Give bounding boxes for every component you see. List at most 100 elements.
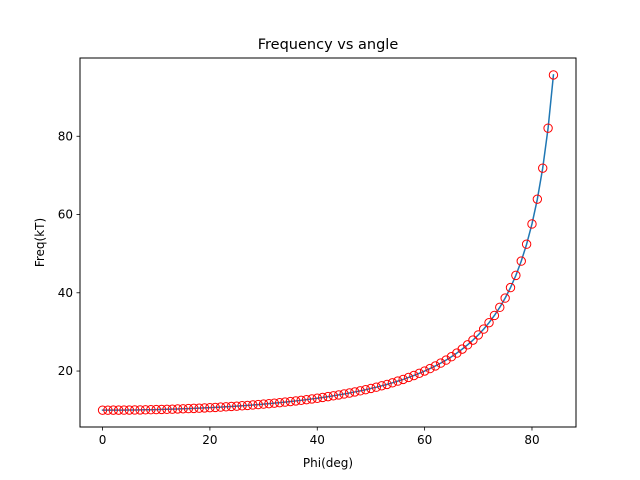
data-point-marker [253,399,263,410]
data-point-marker [189,403,199,414]
data-point-marker [215,402,226,412]
data-point-marker [156,404,167,415]
data-point-marker [210,402,220,413]
data-point-marker [511,270,521,281]
data-point-marker [301,394,312,405]
data-point-marker [323,391,333,402]
data-point-marker [274,397,285,408]
data-point-marker [334,390,344,400]
data-point-marker [393,376,403,386]
x-axis-ticks: 0 20 40 60 80 [99,427,540,447]
data-point-marker [495,302,505,313]
data-point-marker [140,405,151,415]
data-point-marker [484,317,494,328]
data-point-marker [355,386,365,396]
x-tick-label: 80 [524,433,539,447]
data-point-marker [162,404,172,415]
data-point-marker [113,405,124,415]
data-point-marker [339,389,349,399]
data-point-marker [468,335,478,345]
data-point-marker [441,355,451,365]
data-point-marker [199,403,210,413]
data-point-marker [226,401,237,412]
data-point-marker [538,163,548,173]
data-point-marker [178,404,188,414]
data-point-marker [280,397,290,407]
data-point-marker [398,374,408,385]
data-point-marker [124,405,135,415]
series-line [101,74,555,411]
data-point-marker [307,394,317,404]
data-point-marker [500,293,510,303]
data-point-marker [173,404,183,414]
data-point-marker [248,400,258,410]
data-point-marker [269,398,280,408]
data-point-marker [414,368,424,379]
data-point-marker [425,363,435,374]
y-tick-label: 80 [58,129,73,143]
data-point-marker [350,387,360,397]
data-point-marker [194,403,204,413]
data-point-marker [360,385,371,395]
data-point-marker [119,405,129,415]
data-point-marker [242,400,253,411]
data-point-marker [151,404,161,415]
data-point-marker [285,396,296,407]
y-tick-label: 60 [58,208,73,222]
data-point-marker [366,383,376,394]
y-axis-ticks: 20 40 60 80 [58,129,80,378]
plot-frame [79,57,577,428]
x-tick-label: 20 [202,433,217,447]
data-point-marker [135,405,145,415]
data-point-marker [291,396,301,406]
data-point-marker [221,402,231,412]
data-point-marker [430,361,441,371]
data-point-marker [237,401,247,411]
data-point-marker [527,219,537,229]
data-point-marker [516,256,526,266]
data-point-marker [371,382,382,392]
data-point-marker [264,398,274,409]
data-point-marker [505,282,516,293]
y-tick-label: 40 [58,286,73,300]
x-tick-label: 40 [310,433,325,447]
data-point-marker [489,310,500,321]
data-point-marker [167,404,178,414]
data-point-marker [478,324,489,334]
data-point-marker [312,393,322,403]
x-axis-label: Phi(deg) [303,456,353,470]
data-point-marker [462,340,473,350]
data-point-marker [258,399,269,409]
data-point-marker [317,392,328,403]
data-point-marker [232,401,242,411]
data-point-marker [376,381,387,391]
data-point-marker [543,123,553,133]
y-axis-label: Freq(kT) [33,218,47,267]
data-point-marker [296,395,306,406]
data-point-marker [409,370,419,381]
data-point-marker [548,70,559,80]
x-tick-label: 0 [99,433,107,447]
data-point-marker [436,358,446,368]
chart-title: Frequency vs angle [258,37,399,53]
x-tick-label: 60 [417,433,432,447]
data-point-marker [108,405,118,415]
data-point-marker [473,330,483,340]
data-point-marker [382,379,392,390]
data-point-marker [532,194,543,204]
data-point-marker [103,405,113,415]
data-point-marker [387,378,398,388]
y-tick-label: 20 [58,364,73,378]
data-point-marker [146,405,156,415]
data-point-marker [205,402,215,413]
data-point-marker [130,405,140,415]
data-point-marker [183,403,194,414]
data-point-marker [328,391,339,401]
data-point-marker [419,366,430,376]
data-point-marker [97,405,108,415]
data-point-marker [521,239,532,249]
plot-layer [97,70,559,415]
